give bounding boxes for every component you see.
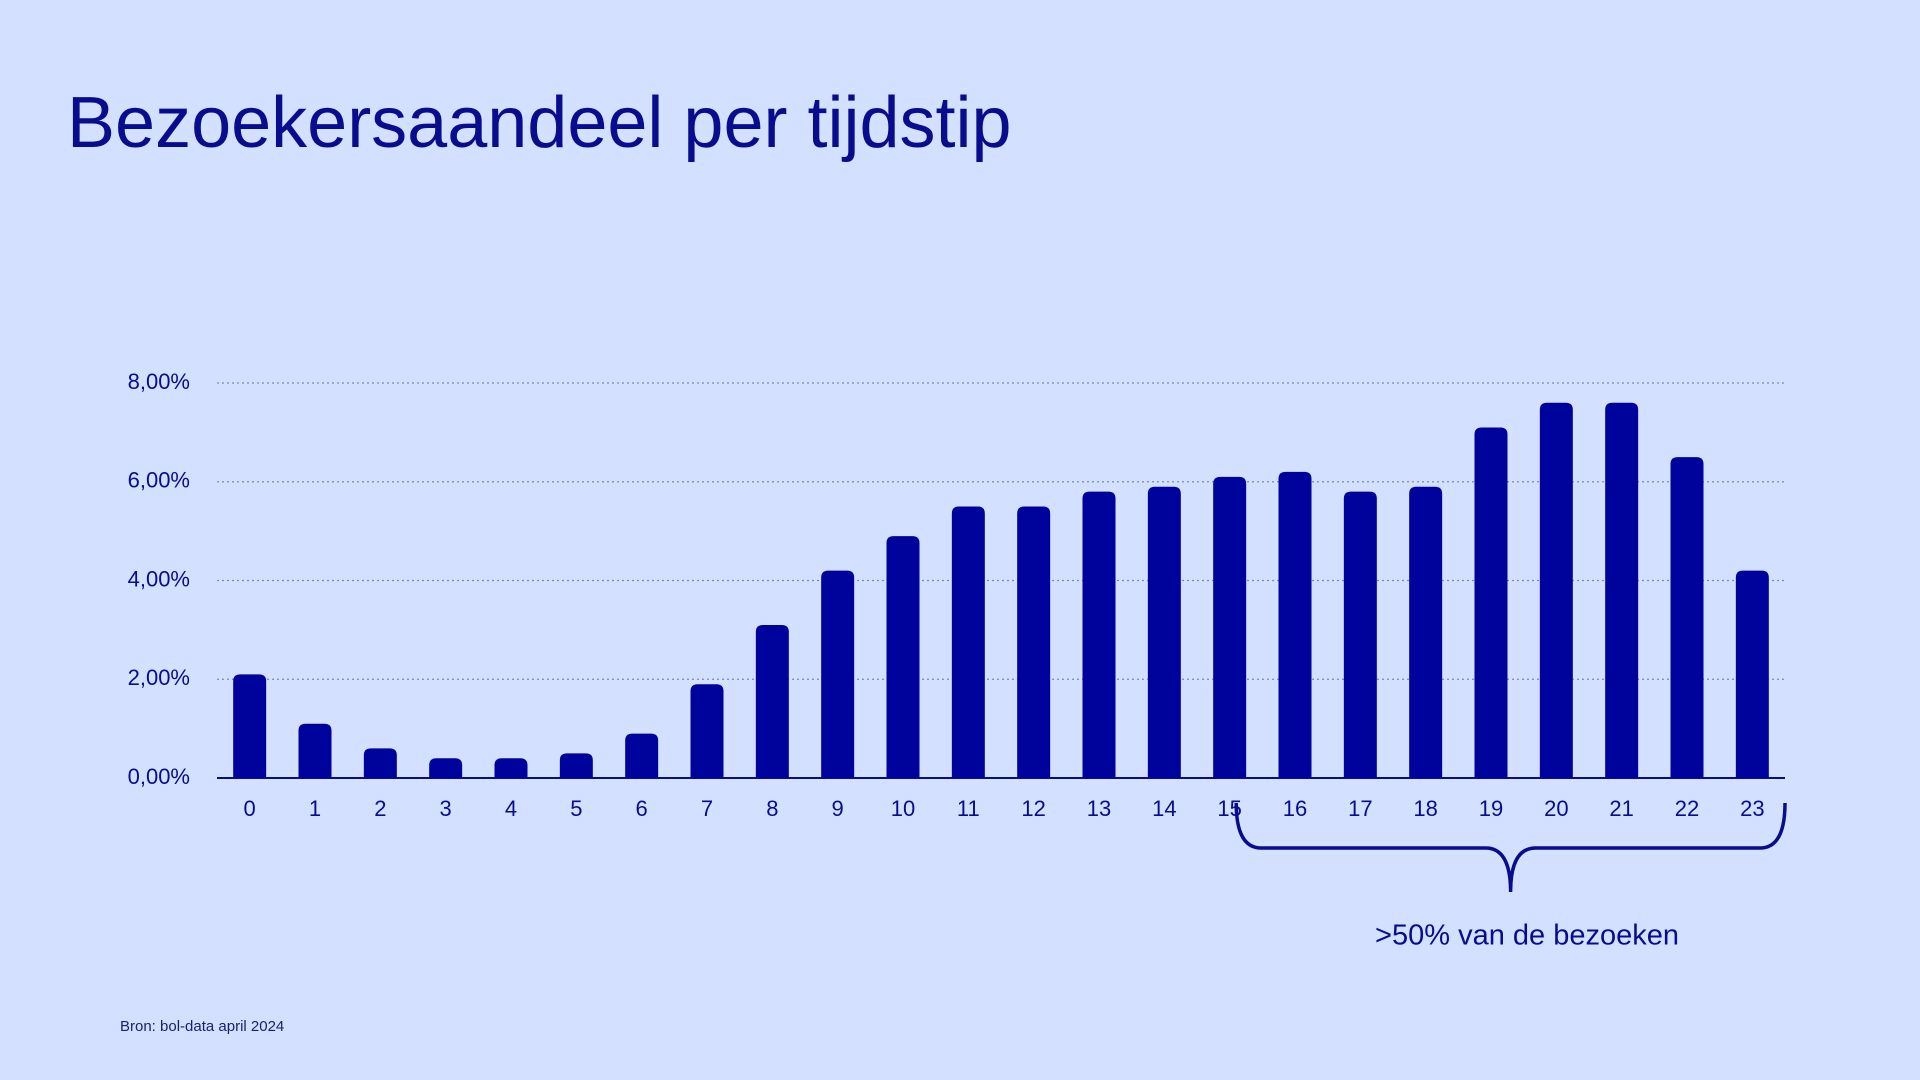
x-tick-label: 0 <box>244 796 256 821</box>
bar <box>690 684 724 778</box>
x-tick-label: 19 <box>1479 796 1503 821</box>
bar <box>625 733 659 778</box>
chart-title: Bezoekersaandeel per tijdstip <box>67 83 1012 163</box>
x-tick-label: 10 <box>891 796 915 821</box>
bar <box>1213 476 1247 778</box>
x-tick-label: 9 <box>832 796 844 821</box>
x-tick-label: 18 <box>1413 796 1437 821</box>
x-tick-label: 7 <box>701 796 713 821</box>
x-tick-label: 8 <box>766 796 778 821</box>
bar <box>494 758 528 778</box>
x-tick-label: 11 <box>957 796 980 821</box>
bar <box>1735 570 1769 778</box>
x-tick-label: 21 <box>1609 796 1633 821</box>
x-tick-label: 3 <box>440 796 452 821</box>
x-tick-label: 20 <box>1544 796 1568 821</box>
x-tick-label: 2 <box>374 796 386 821</box>
y-tick-label: 8,00% <box>128 369 190 394</box>
bar <box>821 570 855 778</box>
bar <box>1017 506 1051 778</box>
bar <box>1278 471 1312 778</box>
bar <box>298 723 332 778</box>
bar <box>886 536 920 778</box>
bar <box>1539 402 1573 778</box>
bar <box>1082 491 1116 778</box>
y-tick-label: 6,00% <box>128 468 190 493</box>
bar <box>1343 491 1377 778</box>
bar <box>1670 457 1704 778</box>
x-tick-label: 16 <box>1283 796 1307 821</box>
bar <box>559 753 593 778</box>
x-tick-label: 17 <box>1348 796 1372 821</box>
bar <box>1409 486 1443 778</box>
bar <box>951 506 985 778</box>
bar <box>755 624 789 778</box>
bar <box>1147 486 1181 778</box>
x-tick-label: 4 <box>505 796 517 821</box>
x-tick-label: 14 <box>1152 796 1176 821</box>
x-tick-label: 23 <box>1740 796 1764 821</box>
x-tick-label: 5 <box>570 796 582 821</box>
annotation: >50% van de bezoeken <box>1375 920 1679 952</box>
x-tick-label: 12 <box>1021 796 1045 821</box>
x-tick-label: 22 <box>1675 796 1699 821</box>
bar <box>1474 427 1508 778</box>
y-tick-label: 4,00% <box>128 566 190 591</box>
y-tick-label: 2,00% <box>128 665 190 690</box>
x-tick-label: 6 <box>636 796 648 821</box>
brace <box>1234 802 1787 893</box>
x-tick-label: 1 <box>309 796 321 821</box>
bar <box>233 674 267 778</box>
source: Bron: bol-data april 2024 <box>120 1018 284 1035</box>
bar <box>363 748 397 778</box>
bar <box>429 758 463 778</box>
x-tick-label: 13 <box>1087 796 1111 821</box>
bar <box>1605 402 1639 778</box>
y-tick-label: 0,00% <box>128 764 190 789</box>
